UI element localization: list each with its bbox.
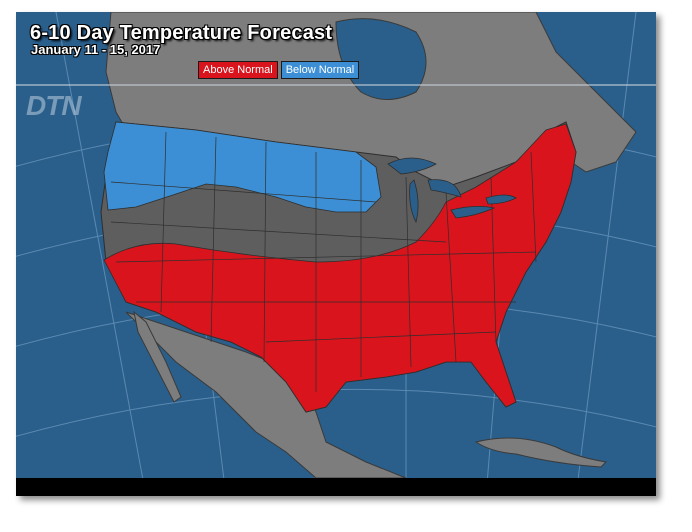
legend-above-normal: Above Normal [198,61,278,79]
date-range: January 11 - 15, 2017 [31,42,161,57]
state-borders [110,131,537,392]
below-normal-area [103,121,382,213]
legend-below-normal: Below Normal [280,61,360,79]
logo-divider [16,84,656,86]
forecast-map-panel: DTN 6-10 Day Temperature Forecast Januar… [16,12,656,496]
great-lakes [387,157,517,224]
dtn-logo: DTN [26,90,82,121]
page-title: 6-10 Day Temperature Forecast [30,22,333,44]
forecast-map [16,12,656,496]
cuba-land [474,437,608,468]
baja-land [133,310,182,403]
legend: Above Normal Below Normal [198,61,360,79]
footer-bar [16,478,656,496]
